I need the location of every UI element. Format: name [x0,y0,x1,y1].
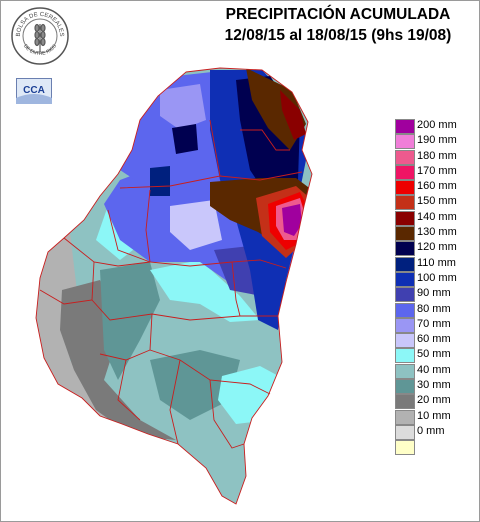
legend-swatch [395,287,415,303]
legend-label: 160 mm [417,180,457,193]
zone-50mm-center [150,260,260,322]
legend-item: 80 mm [393,302,477,318]
legend-item: 140 mm [393,210,477,226]
legend-label: 150 mm [417,195,457,208]
legend-swatch [395,180,415,196]
title-line-1: PRECIPITACIÓN ACUMULADA [225,6,451,23]
legend-item: 160 mm [393,179,477,196]
map-title: PRECIPITACIÓN ACUMULADA 12/08/15 al 18/0… [200,4,476,46]
legend-item: 30 mm [393,378,477,395]
legend-item: 150 mm [393,194,477,211]
legend-label: 10 mm [417,409,451,422]
legend-item: 60 mm [393,332,477,349]
legend-swatch [395,271,415,287]
legend-label: 100 mm [417,271,457,284]
legend-swatch [395,119,415,134]
bolsa-cereales-logo: BOLSA DE CEREALES DE ENTRE RIOS [11,7,69,65]
legend-item: 50 mm [393,347,477,364]
legend-item: 90 mm [393,286,477,303]
legend-item: 70 mm [393,317,477,333]
zone-110mm-spot [150,166,170,196]
legend-item: 130 mm [393,225,477,242]
legend-item: 0 mm [393,424,477,440]
legend-label: 180 mm [417,149,457,162]
cca-badge: CCA [16,78,52,104]
legend-swatch [395,363,415,379]
legend-label: 30 mm [417,379,451,392]
legend-swatch [395,241,415,257]
department-borders [35,67,313,505]
legend-swatch [395,409,415,425]
legend-label: 0 mm [417,424,445,437]
legend-item: 10 mm [393,409,477,425]
legend-label: 90 mm [417,287,451,300]
legend-item: 200 mm [393,118,477,134]
legend-swatch [395,379,415,395]
legend-item: 120 mm [393,240,477,257]
legend-label: 130 mm [417,226,457,239]
legend-label: 120 mm [417,241,457,254]
legend-swatch [395,210,415,226]
rainfall-zones [36,68,312,504]
legend-swatch [395,134,415,150]
legend-swatch [395,317,415,333]
legend-item: 110 mm [393,256,477,272]
zone-60mm-a [170,200,222,250]
legend-swatch [395,226,415,242]
legend-item: 20 mm [393,393,477,410]
legend-label: 80 mm [417,302,451,315]
zone-30mm-west [100,262,160,380]
legend-item: 180 mm [393,149,477,165]
legend-label: 110 mm [417,256,456,269]
title-line-2: 12/08/15 al 18/08/15 (9hs 19/08) [224,27,452,44]
legend-swatch [395,149,415,165]
legend-swatch [395,440,415,456]
precipitation-map [35,67,313,505]
legend-label: 50 mm [417,348,451,361]
legend-swatch [395,195,415,211]
zone-20mm [60,280,176,440]
legend-label: 40 mm [417,363,451,376]
legend-label: 190 mm [417,134,457,147]
legend-swatch [395,424,415,440]
legend-label: 140 mm [417,210,457,223]
legend-item: 40 mm [393,363,477,379]
zone-200mm [282,204,302,236]
zone-30mm-south [150,350,240,420]
zone-140mm [280,90,306,140]
legend-label: 170 mm [417,164,457,177]
legend-label: 60 mm [417,333,451,346]
wheat-icon [34,23,46,52]
legend-swatch [395,348,415,364]
legend-item: 100 mm [393,271,477,287]
map-legend: 200 mm 190 mm 180 mm 170 mm 160 mm 150 mm 140 … [393,118,477,456]
legend-swatch [395,164,415,180]
legend-item: 190 mm [393,133,477,150]
legend-item: 170 mm [393,164,477,180]
legend-swatch [395,302,415,318]
legend-swatch [395,333,415,349]
legend-label: 200 mm [417,119,457,131]
legend-swatch [395,256,415,272]
legend-swatch [395,394,415,410]
legend-label: 70 mm [417,317,451,330]
legend-label: 20 mm [417,394,451,407]
zone-70mm-a [160,84,206,130]
zone-120mm-spot [172,124,198,154]
legend-item [393,439,477,456]
cca-badge-text: CCA [23,85,45,96]
